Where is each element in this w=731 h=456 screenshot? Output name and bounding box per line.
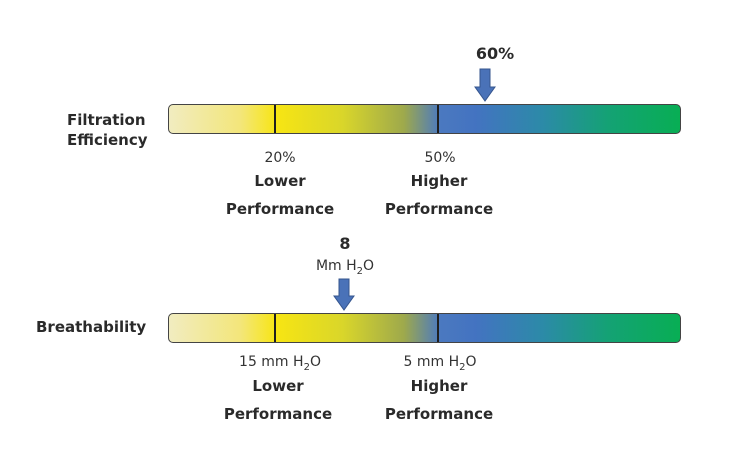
filtration-label-line1: Filtration bbox=[67, 111, 146, 129]
breathability-higher-line1: Higher bbox=[410, 377, 468, 395]
filtration-marker-value: 60% bbox=[475, 44, 515, 63]
breathability-lower-line2: Performance bbox=[223, 405, 333, 423]
breathability-arrow-shape bbox=[333, 278, 355, 311]
breathability-marker-unit-tail: O bbox=[363, 258, 375, 274]
filtration-higher-line2: Performance bbox=[384, 200, 494, 218]
filtration-lower-performance: Lower Performance bbox=[210, 167, 350, 223]
breathability-marker-unit-sub: 2 bbox=[356, 265, 364, 277]
breathability-tick-5-main: 5 mm H bbox=[403, 354, 460, 370]
filtration-marker-arrow-icon bbox=[474, 68, 496, 102]
breathability-marker-unit-main: Mm H bbox=[315, 258, 357, 274]
filtration-tick-20 bbox=[274, 105, 276, 133]
breathability-lower-performance: Lower Performance bbox=[208, 372, 348, 428]
breathability-tick-5-tail: O bbox=[465, 354, 477, 370]
breathability-bar bbox=[168, 313, 681, 343]
breathability-marker-arrow-icon bbox=[333, 278, 355, 311]
breathability-marker-unit: Mm H2O bbox=[300, 258, 390, 277]
filtration-tick-50 bbox=[437, 105, 439, 133]
breathability-tick-value-5: 5 mm H2O bbox=[380, 354, 500, 373]
filtration-tick-value-50: 50% bbox=[424, 150, 456, 166]
breathability-higher-line2: Performance bbox=[384, 405, 494, 423]
breathability-tick-5-sub: 2 bbox=[459, 361, 466, 373]
breathability-lower-line1: Lower bbox=[252, 377, 304, 395]
filtration-lower-line2: Performance bbox=[225, 200, 335, 218]
breathability-tick-15-sub: 2 bbox=[303, 361, 310, 373]
breathability-tick-15-main: 15 mm H bbox=[239, 354, 304, 370]
filtration-higher-line1: Higher bbox=[410, 172, 468, 190]
breathability-label: Breathability bbox=[36, 318, 147, 336]
filtration-efficiency-label: Filtration Efficiency bbox=[67, 110, 148, 150]
filtration-tick-value-20: 20% bbox=[264, 150, 296, 166]
breathability-tick-value-15: 15 mm H2O bbox=[220, 354, 340, 373]
breathability-marker-value: 8 bbox=[339, 234, 351, 253]
filtration-arrow-shape bbox=[474, 68, 496, 102]
breathability-tick-15 bbox=[274, 314, 276, 342]
filtration-label-line2: Efficiency bbox=[67, 131, 148, 149]
filtration-higher-performance: Higher Performance bbox=[369, 167, 509, 223]
filtration-lower-line1: Lower bbox=[254, 172, 306, 190]
breathability-tick-15-tail: O bbox=[309, 354, 321, 370]
filtration-efficiency-bar bbox=[168, 104, 681, 134]
breathability-tick-5 bbox=[437, 314, 439, 342]
breathability-higher-performance: Higher Performance bbox=[369, 372, 509, 428]
